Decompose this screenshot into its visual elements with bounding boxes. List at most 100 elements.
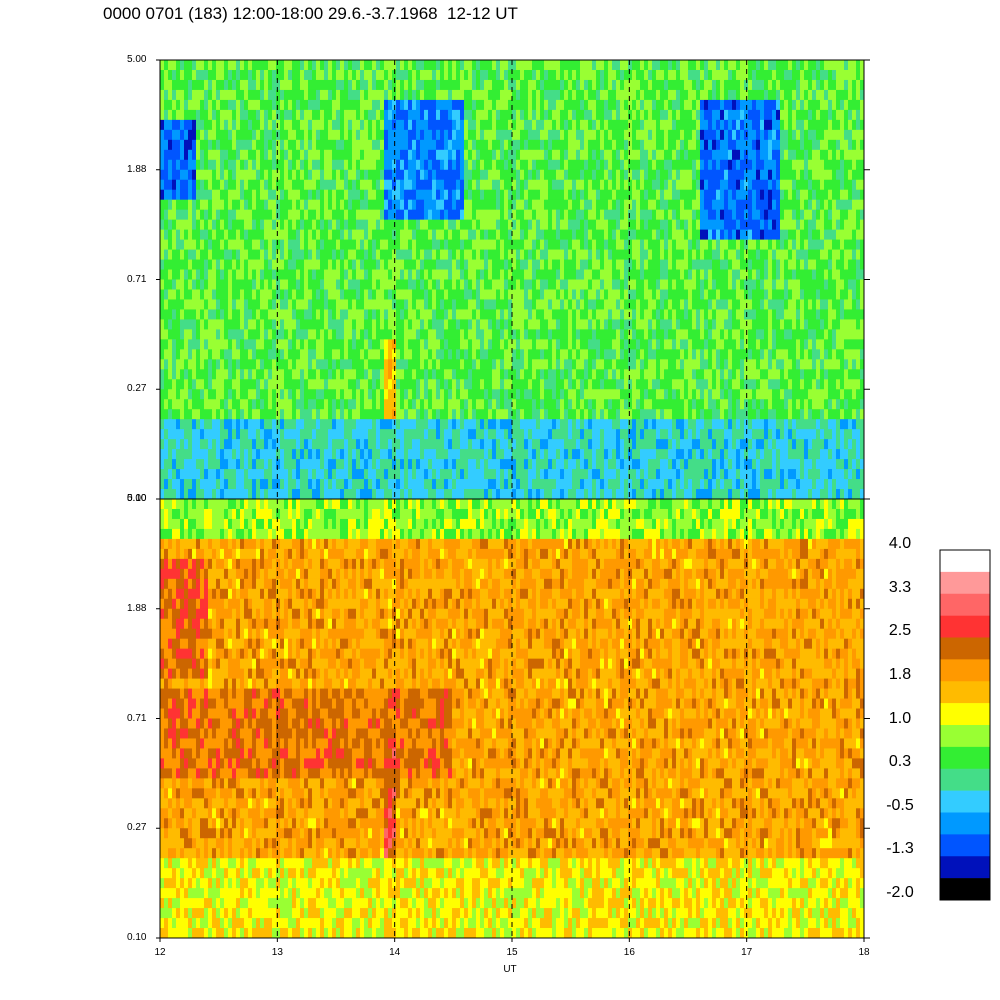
heatmap-cell <box>608 69 613 81</box>
heatmap-cell <box>200 279 205 290</box>
heatmap-cell <box>356 89 361 101</box>
heatmap-cell <box>320 419 325 430</box>
heatmap-cell <box>300 219 305 231</box>
heatmap-cell <box>352 489 357 500</box>
heatmap-cell <box>232 429 237 440</box>
heatmap-cell <box>460 159 465 171</box>
heatmap-cell <box>460 149 465 161</box>
heatmap-cell <box>368 329 373 340</box>
heatmap-cell <box>228 69 233 81</box>
heatmap-cell <box>612 129 617 141</box>
heatmap-cell <box>600 159 605 171</box>
heatmap-cell <box>592 89 597 101</box>
heatmap-cell <box>236 359 241 370</box>
heatmap-cell <box>356 339 361 350</box>
heatmap-cell <box>408 169 413 181</box>
heatmap-cell <box>400 349 405 360</box>
heatmap-cell <box>476 99 481 111</box>
heatmap-cell <box>232 349 237 360</box>
heatmap-cell <box>340 469 345 480</box>
heatmap-cell <box>548 299 553 310</box>
heatmap-cell <box>316 439 321 450</box>
heatmap-cell <box>588 299 593 310</box>
heatmap-cell <box>360 279 365 290</box>
heatmap-cell <box>380 169 385 181</box>
heatmap-cell <box>484 229 489 240</box>
heatmap-cell <box>348 269 353 280</box>
heatmap-cell <box>520 249 525 260</box>
heatmap-cell <box>528 369 533 380</box>
heatmap-cell <box>372 159 377 171</box>
heatmap-cell <box>492 109 497 121</box>
heatmap-cell <box>600 479 605 490</box>
heatmap-cell <box>368 369 373 380</box>
heatmap-cell <box>280 159 285 171</box>
heatmap-cell <box>220 159 225 171</box>
heatmap-cell <box>364 289 369 300</box>
heatmap-cell <box>204 339 209 350</box>
heatmap-cell <box>248 449 253 460</box>
heatmap-cell <box>388 429 393 440</box>
heatmap-cell <box>568 489 573 500</box>
heatmap-cell <box>248 359 253 370</box>
heatmap-cell <box>268 109 273 121</box>
heatmap-cell <box>516 269 521 280</box>
heatmap-cell <box>488 319 493 330</box>
heatmap-cell <box>488 369 493 380</box>
heatmap-cell <box>268 219 273 231</box>
heatmap-cell <box>180 249 185 260</box>
heatmap-cell <box>196 299 201 310</box>
heatmap-cell <box>580 139 585 151</box>
heatmap-cell <box>404 349 409 360</box>
heatmap-cell <box>432 119 437 131</box>
heatmap-cell <box>612 60 617 71</box>
heatmap-cell <box>344 339 349 350</box>
heatmap-cell <box>336 459 341 470</box>
heatmap-cell <box>336 229 341 240</box>
heatmap-cell <box>524 119 529 131</box>
heatmap-cell <box>288 199 293 211</box>
heatmap-cell <box>588 469 593 480</box>
heatmap-cell <box>488 239 493 250</box>
heatmap-cell <box>536 319 541 330</box>
heatmap-cell <box>608 79 613 91</box>
heatmap-cell <box>216 329 221 340</box>
heatmap-cell <box>248 369 253 380</box>
heatmap-cell <box>552 369 557 380</box>
heatmap-cell <box>444 289 449 300</box>
heatmap-cell <box>248 349 253 360</box>
heatmap-cell <box>544 209 549 221</box>
heatmap-cell <box>376 289 381 300</box>
heatmap-cell <box>428 399 433 410</box>
heatmap-cell <box>388 139 393 151</box>
heatmap-cell <box>460 299 465 310</box>
heatmap-cell <box>208 429 213 440</box>
heatmap-cell <box>368 439 373 450</box>
heatmap-cell <box>376 89 381 101</box>
heatmap-cell <box>180 219 185 231</box>
heatmap-cell <box>268 439 273 450</box>
heatmap-cell <box>424 239 429 250</box>
heatmap-cell <box>480 289 485 300</box>
heatmap-cell <box>376 129 381 141</box>
heatmap-cell <box>316 129 321 141</box>
heatmap-cell <box>524 409 529 420</box>
heatmap-cell <box>592 149 597 161</box>
heatmap-cell <box>232 329 237 340</box>
heatmap-cell <box>436 219 441 231</box>
heatmap-cell <box>224 99 229 111</box>
heatmap-cell <box>476 89 481 101</box>
heatmap-cell <box>460 379 465 390</box>
heatmap-cell <box>432 459 437 470</box>
heatmap-cell <box>540 359 545 370</box>
heatmap-cell <box>552 329 557 340</box>
heatmap-cell <box>372 169 377 181</box>
heatmap-cell <box>440 60 445 71</box>
heatmap-cell <box>520 319 525 330</box>
heatmap-cell <box>324 409 329 420</box>
heatmap-cell <box>220 459 225 470</box>
heatmap-cell <box>224 329 229 340</box>
heatmap-cell <box>168 419 173 430</box>
heatmap-cell <box>392 249 397 260</box>
heatmap-cell <box>544 359 549 370</box>
